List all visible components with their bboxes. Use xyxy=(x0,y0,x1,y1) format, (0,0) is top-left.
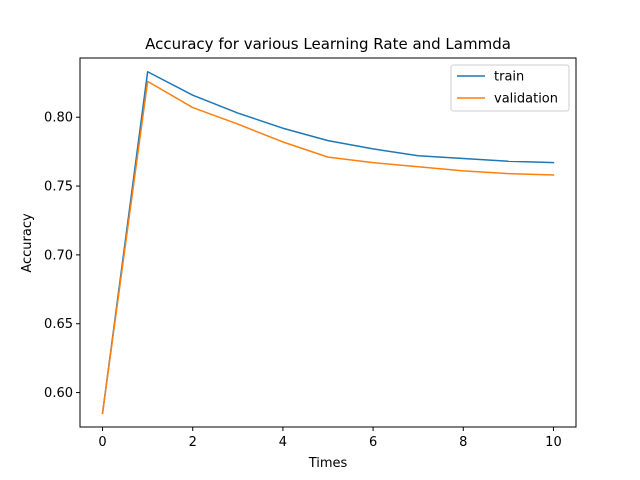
legend: train validation xyxy=(450,64,570,112)
axes-frame xyxy=(79,57,577,428)
x-tick-label-4: 8 xyxy=(459,435,467,450)
y-tick-label-1: 0.65 xyxy=(44,317,73,332)
legend-label-validation: validation xyxy=(494,92,558,107)
series-line-validation xyxy=(101,80,555,415)
x-tick-label-5: 10 xyxy=(545,435,562,450)
chart-title: Accuracy for various Learning Rate and L… xyxy=(145,35,511,53)
legend-label-train: train xyxy=(494,70,524,85)
y-tick-label-2: 0.70 xyxy=(44,248,73,263)
x-tick-label-3: 6 xyxy=(369,435,377,450)
y-axis-label: Accuracy xyxy=(20,213,35,273)
plot-area xyxy=(101,71,555,415)
axes: 0 2 4 6 8 10 0.60 0.65 0.70 0.75 0.80 xyxy=(44,57,577,450)
x-tick-label-1: 2 xyxy=(189,435,197,450)
x-tick-label-2: 4 xyxy=(279,435,287,450)
x-axis-label: Times xyxy=(308,456,348,471)
series-line-train xyxy=(101,71,555,415)
x-tick-label-0: 0 xyxy=(98,435,106,450)
y-tick-label-4: 0.80 xyxy=(44,111,73,126)
y-tick-label-3: 0.75 xyxy=(44,180,73,195)
y-tick-label-0: 0.60 xyxy=(44,386,73,401)
